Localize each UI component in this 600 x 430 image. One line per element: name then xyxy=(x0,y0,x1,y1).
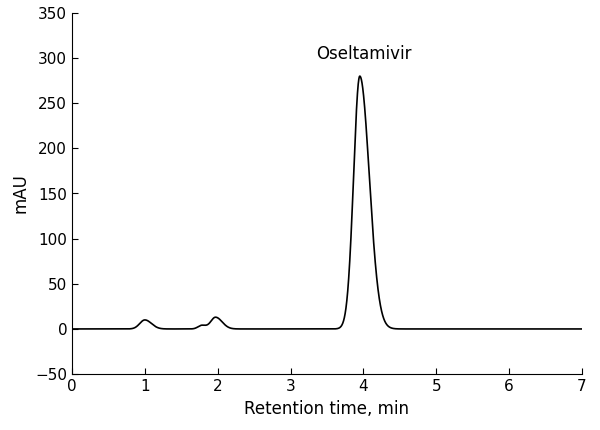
Text: Oseltamivir: Oseltamivir xyxy=(316,45,411,62)
X-axis label: Retention time, min: Retention time, min xyxy=(245,399,409,418)
Y-axis label: mAU: mAU xyxy=(11,174,29,213)
